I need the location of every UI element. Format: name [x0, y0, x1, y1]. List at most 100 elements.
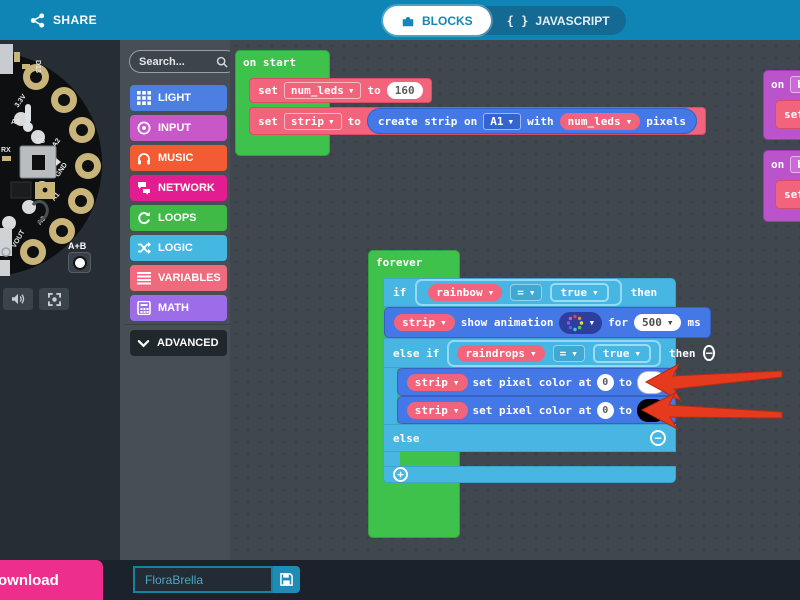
index-input[interactable]: 0: [596, 373, 614, 391]
circuit-playground-board: 3.3V A2 GND A1 A0 VOUT D13 A9 RX D5: [0, 44, 102, 276]
set-strip-block[interactable]: set strip ▾ to create strip on A1 ▾ with…: [249, 107, 706, 135]
category-music[interactable]: MUSIC: [130, 145, 227, 171]
operator: =: [517, 286, 524, 299]
puzzle-icon: [402, 16, 414, 26]
fullscreen-icon: [47, 292, 61, 306]
category-loops[interactable]: LOOPS: [130, 205, 227, 231]
chat-icon: [138, 182, 150, 195]
index-input[interactable]: 0: [596, 401, 614, 419]
kw-else: else: [393, 431, 420, 445]
button-dropdown[interactable]: bu: [790, 76, 800, 93]
strip-reporter[interactable]: strip ▾: [406, 373, 468, 391]
category-advanced[interactable]: ADVANCED: [130, 330, 227, 356]
category-logic[interactable]: LOGIC: [130, 235, 227, 261]
show-animation-block[interactable]: strip ▾ show animation ▾ for 500 ▾: [384, 307, 711, 338]
speaker-icon: [12, 293, 25, 305]
raindrops-reporter[interactable]: raindrops ▾: [457, 344, 545, 362]
condition-slot[interactable]: raindrops ▾ = ▾ true ▾: [447, 339, 661, 367]
category-math[interactable]: MATH: [130, 295, 227, 321]
color-picker-white[interactable]: [637, 370, 666, 394]
true-dropdown[interactable]: true ▾: [550, 283, 609, 302]
pin-dropdown[interactable]: A1 ▾: [483, 112, 522, 130]
on-button-block[interactable]: on bu set: [763, 70, 800, 140]
workspace[interactable]: on start set num_leds ▾ to 160 set strip…: [230, 40, 800, 560]
var-name: num_leds: [567, 114, 621, 128]
operator-dropdown[interactable]: = ▾: [552, 344, 585, 362]
kw-set: set: [258, 84, 278, 97]
share-button[interactable]: SHARE: [30, 0, 97, 40]
tab-blocks[interactable]: BLOCKS: [383, 6, 491, 35]
true-dropdown[interactable]: true ▾: [592, 343, 651, 363]
numleds-reporter[interactable]: num_leds ▾: [559, 112, 641, 130]
plus-icon[interactable]: +: [393, 467, 408, 482]
ab-button-label: A+B: [68, 241, 87, 251]
calculator-icon: [137, 301, 151, 315]
duration-dropdown[interactable]: 500 ▾: [633, 314, 682, 331]
on-button-block[interactable]: on bu set: [763, 150, 800, 222]
if-block[interactable]: if rainbow ▾ = ▾ true ▾ then: [383, 278, 715, 483]
bottom-bar: Download: [0, 560, 800, 600]
chip: [10, 181, 32, 199]
forever-label: forever: [376, 256, 423, 269]
toolbox: Search... LIGHT INPUT MUSIC: [120, 40, 238, 560]
button-dropdown[interactable]: bu: [790, 156, 800, 173]
rainbow-animation-icon: [567, 314, 584, 331]
number-input[interactable]: 160: [386, 82, 423, 99]
kw-to: to: [618, 403, 632, 417]
dropdown-arrow-icon: ▾: [588, 316, 596, 329]
save-button[interactable]: [273, 566, 300, 593]
var-name: strip: [414, 403, 448, 417]
d5-label: D5: [36, 138, 45, 145]
set-pixel-color-block[interactable]: strip ▾ set pixel color at 0 to: [396, 396, 676, 424]
search-icon: [216, 56, 228, 68]
category-light[interactable]: LIGHT: [130, 85, 227, 111]
usb-connector: [0, 44, 13, 74]
thermometer-icon: [25, 104, 31, 123]
kw-with: with: [527, 114, 554, 128]
minus-icon[interactable]: −: [650, 430, 666, 446]
set-pixel-color-block[interactable]: strip ▾ set pixel color at 0 to: [396, 368, 676, 396]
minus-icon[interactable]: −: [703, 345, 715, 361]
ear-icon: [31, 200, 49, 225]
category-network[interactable]: NETWORK: [130, 175, 227, 201]
tab-javascript[interactable]: { } JAVASCRIPT: [491, 14, 626, 28]
variable-dropdown[interactable]: strip ▾: [283, 112, 342, 130]
variable-dropdown[interactable]: num_leds ▾: [283, 82, 362, 99]
on-start-block[interactable]: on start: [235, 50, 330, 156]
category-label: ADVANCED: [157, 337, 219, 349]
project-name-input[interactable]: [133, 566, 273, 593]
kw-if: if: [393, 286, 407, 299]
shuffle-icon: [138, 242, 151, 254]
kw-for: for: [608, 316, 628, 329]
strip-reporter[interactable]: strip ▾: [394, 314, 455, 331]
animation-dropdown[interactable]: ▾: [559, 311, 603, 334]
strip-reporter[interactable]: strip ▾: [406, 401, 468, 419]
set-numleds-block[interactable]: set num_leds ▾ to 160: [249, 78, 432, 103]
category-label: MUSIC: [158, 152, 194, 164]
dropdown-arrow-icon: ▾: [571, 346, 578, 360]
ab-button[interactable]: [68, 252, 91, 273]
tab-javascript-label: JAVASCRIPT: [535, 13, 610, 28]
var-name: num_leds: [290, 84, 344, 97]
kw-on: on: [771, 158, 785, 171]
category-input[interactable]: INPUT: [130, 115, 227, 141]
create-strip-block[interactable]: create strip on A1 ▾ with num_leds ▾ pix…: [366, 108, 697, 134]
operator-dropdown[interactable]: = ▾: [510, 284, 543, 301]
pad-label: A1: [50, 191, 61, 202]
category-variables[interactable]: VARIABLES: [130, 265, 227, 291]
rainbow-reporter[interactable]: rainbow ▾: [428, 284, 503, 301]
on-start-label: on start: [243, 56, 296, 69]
mute-button[interactable]: [3, 288, 33, 310]
dropdown-arrow-icon: ▾: [591, 286, 599, 299]
share-icon: [30, 12, 45, 28]
color-picker-black[interactable]: [637, 398, 666, 422]
condition-slot[interactable]: rainbow ▾ = ▾ true ▾: [415, 279, 622, 306]
category-label: VARIABLES: [158, 272, 221, 284]
dropdown-arrow-icon: ▾: [347, 84, 355, 97]
fullscreen-button[interactable]: [39, 288, 69, 310]
search-input[interactable]: Search...: [129, 50, 238, 73]
var-name: strip: [414, 375, 448, 389]
download-button[interactable]: Download: [0, 560, 103, 600]
dropdown-arrow-icon: ▾: [666, 316, 674, 329]
pin-name: A1: [490, 114, 504, 128]
